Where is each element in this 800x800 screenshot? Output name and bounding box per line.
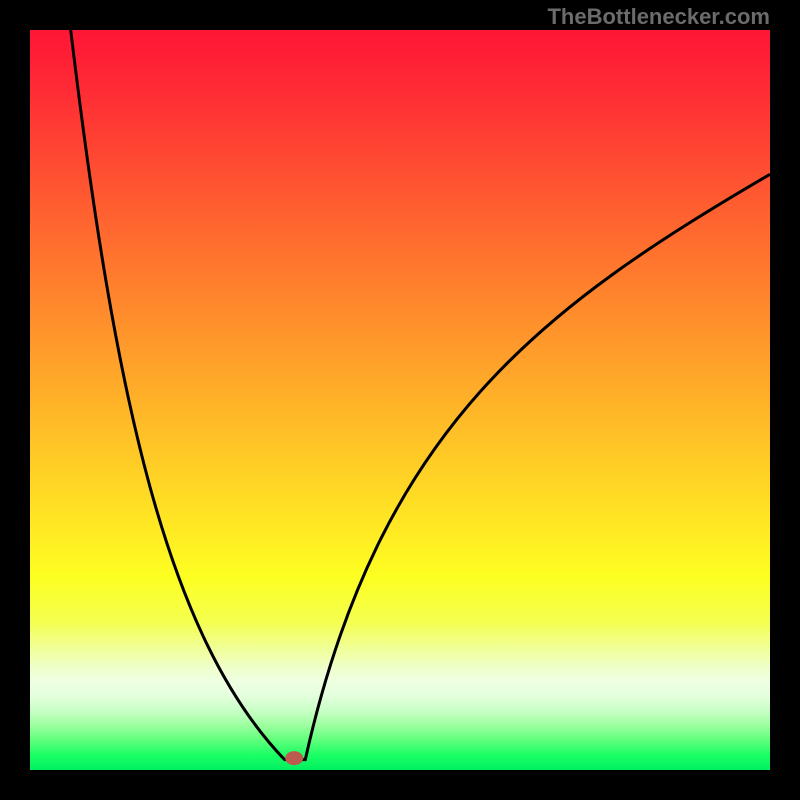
optimum-marker xyxy=(285,751,303,765)
curve-layer xyxy=(0,0,800,800)
bottleneck-curve xyxy=(71,30,770,760)
chart-container: TheBottlenecker.com xyxy=(0,0,800,800)
watermark-text: TheBottlenecker.com xyxy=(547,4,770,30)
